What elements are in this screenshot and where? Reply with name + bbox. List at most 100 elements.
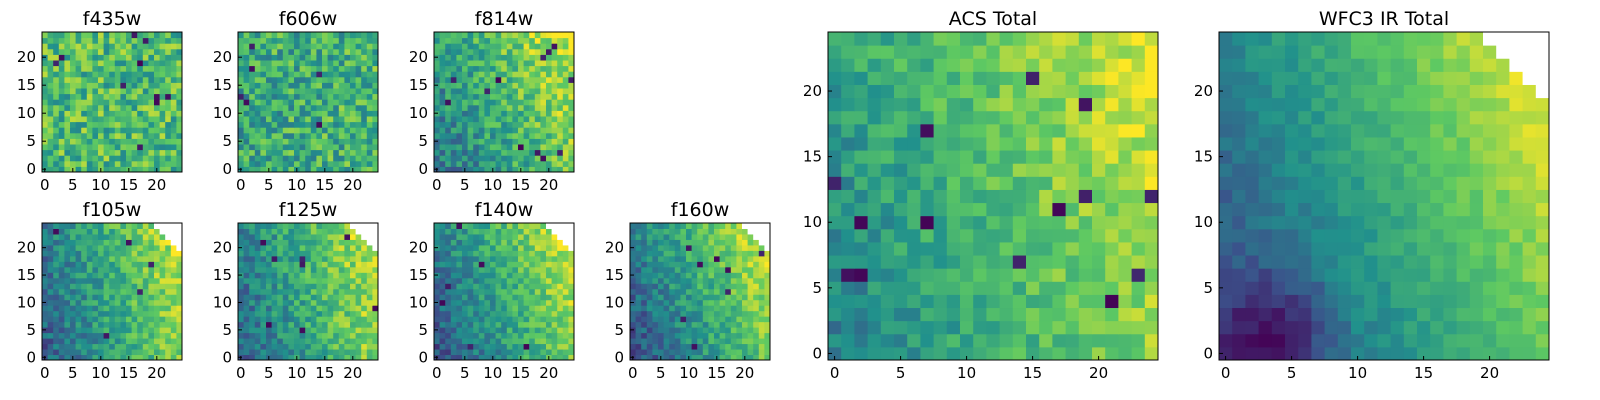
heatmap-cell: [736, 261, 743, 268]
heatmap-cell: [327, 338, 334, 345]
heatmap-cell: [669, 354, 676, 361]
heatmap-cell: [920, 346, 935, 361]
heatmap-cell: [462, 316, 469, 323]
heatmap-cell: [114, 272, 121, 279]
heatmap-cell: [81, 104, 88, 111]
heatmap-cell: [277, 255, 284, 262]
heatmap-cell: [551, 277, 558, 284]
heatmap-cell: [299, 310, 306, 317]
heatmap-cell: [159, 228, 166, 235]
heatmap-cell: [434, 144, 441, 151]
heatmap-cell: [1131, 241, 1146, 256]
heatmap-cell: [907, 215, 921, 230]
heatmap-cell: [1118, 281, 1133, 295]
heatmap-cell: [686, 299, 693, 306]
heatmap-cell: [266, 116, 273, 123]
heatmap-cell: [730, 239, 737, 246]
heatmap-cell: [439, 71, 446, 78]
heatmap-cell: [529, 250, 536, 257]
heatmap-cell: [366, 294, 373, 301]
heatmap-cell: [652, 255, 659, 262]
heatmap-cell: [540, 99, 547, 106]
heatmap-cell: [999, 202, 1014, 217]
axes-frame: [433, 31, 575, 173]
heatmap-cell: [518, 343, 525, 350]
heatmap-cell: [254, 110, 261, 117]
heatmap-cell: [736, 299, 743, 306]
heatmap-cell: [501, 261, 508, 268]
heatmap-cell: [473, 88, 480, 95]
x-tick-label: 10: [91, 176, 110, 194]
x-tick-label: 5: [460, 176, 470, 194]
heatmap-cell: [159, 288, 166, 295]
heatmap-cell: [529, 321, 536, 328]
heatmap-cell: [557, 288, 564, 295]
heatmap-cell: [372, 32, 379, 39]
heatmap-cell: [277, 272, 284, 279]
heatmap-cell: [355, 343, 362, 350]
heatmap-cell: [1144, 268, 1159, 282]
heatmap-cell: [680, 338, 687, 345]
heatmap-cell: [53, 82, 60, 89]
heatmap-cell: [249, 266, 256, 273]
heatmap-cell: [176, 82, 183, 89]
heatmap-cell: [1144, 333, 1159, 348]
heatmap-cell: [322, 321, 329, 328]
heatmap-cell: [506, 104, 513, 111]
heatmap-cell: [266, 37, 273, 44]
heatmap-cell: [478, 288, 485, 295]
heatmap-cell: [238, 71, 245, 78]
heatmap-cell: [467, 310, 474, 317]
heatmap-cell: [557, 155, 564, 162]
heatmap-cell: [1052, 333, 1067, 348]
heatmap-cell: [131, 288, 138, 295]
heatmap-cell: [702, 272, 709, 279]
heatmap-cell: [327, 266, 334, 273]
heatmap-cell: [742, 250, 749, 257]
heatmap-cell: [562, 250, 569, 257]
heatmap-cell: [562, 121, 569, 128]
heatmap-cell: [501, 166, 508, 173]
heatmap-cell: [529, 149, 536, 156]
heatmap-cell: [350, 223, 357, 229]
heatmap-cell: [338, 310, 345, 317]
heatmap-cell: [271, 116, 278, 123]
heatmap-cell: [333, 299, 340, 306]
heatmap-cell: [495, 132, 502, 139]
heatmap-cell: [506, 239, 513, 246]
heatmap-cell: [159, 310, 166, 317]
heatmap-cell: [518, 277, 525, 284]
heatmap-cell: [467, 166, 474, 173]
heatmap-cell: [58, 48, 65, 55]
heatmap-cell: [288, 144, 295, 151]
heatmap-cell: [81, 76, 88, 83]
heatmap-cell: [277, 132, 284, 139]
heatmap-cell: [254, 354, 261, 361]
heatmap-cell: [126, 110, 133, 117]
heatmap-cell: [294, 239, 301, 246]
heatmap-cell: [70, 310, 77, 317]
heatmap-cell: [361, 250, 368, 257]
heatmap-cell: [344, 244, 351, 251]
heatmap-cell: [445, 266, 452, 273]
heatmap-cell: [53, 116, 60, 123]
y-tick-label: 20: [17, 48, 36, 66]
heatmap-cell: [518, 138, 525, 145]
heatmap-cell: [109, 149, 116, 156]
heatmap-cell: [663, 283, 670, 290]
heatmap-cell: [350, 144, 357, 151]
heatmap-cell: [148, 166, 155, 173]
heatmap-cell: [86, 76, 93, 83]
heatmap-cell: [142, 343, 149, 350]
heatmap-cell: [445, 354, 452, 361]
heatmap-cell: [534, 71, 541, 78]
heatmap-cell: [495, 338, 502, 345]
heatmap-cell: [986, 163, 1001, 177]
heatmap-cell: [322, 250, 329, 257]
heatmap-cell: [81, 239, 88, 246]
heatmap-cell: [702, 327, 709, 334]
heatmap-cell: [282, 43, 289, 50]
heatmap-cell: [523, 166, 530, 173]
heatmap-cell: [495, 272, 502, 279]
heatmap-cell: [434, 255, 441, 262]
